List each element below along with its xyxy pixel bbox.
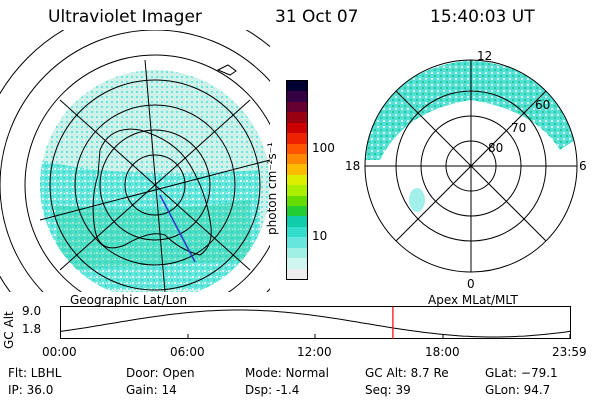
colorbar-tick-10: 10 — [312, 229, 328, 243]
timeline-ytick-low: 1.8 — [22, 322, 42, 336]
colorbar-band — [287, 101, 307, 113]
date-label: 31 Oct 07 — [275, 7, 359, 27]
colorbar-band — [287, 143, 307, 154]
timeline-frame — [60, 306, 571, 339]
timeline-ylabel: GC Alt — [2, 311, 16, 349]
colorbar-band — [287, 216, 307, 227]
filter-info: Flt: LBHL — [8, 366, 62, 380]
colorbar-band — [287, 91, 307, 102]
geographic-caption: Geographic Lat/Lon — [70, 293, 188, 307]
door-info: Door: Open — [126, 366, 195, 380]
colorbar-band — [287, 174, 307, 186]
glon-info: GLon: 94.7 — [485, 383, 551, 397]
colorbar-band — [287, 226, 307, 238]
mlt-label-top: 12 — [477, 49, 492, 63]
timeline-xtick-1: 06:00 — [170, 345, 205, 359]
instrument-title: Ultraviolet Imager — [48, 7, 202, 27]
time-label: 15:40:03 UT — [430, 7, 535, 27]
colorbar-band — [287, 164, 307, 175]
colorbar-band — [287, 133, 307, 144]
timeline-xtick-3: 18:00 — [425, 345, 460, 359]
gain-info: Gain: 14 — [126, 383, 177, 397]
seq-info: Seq: 39 — [365, 383, 411, 397]
timeline-xtick-2: 12:00 — [297, 345, 332, 359]
lat-label-80: 80 — [488, 141, 503, 155]
colorbar-band — [287, 258, 307, 269]
timeline-ytick-high: 9.0 — [22, 304, 42, 318]
magnetic-map: 12 18 6 0 60 70 80 — [345, 49, 587, 291]
aurora-image-geographic — [40, 70, 270, 292]
colorbar-band — [287, 247, 307, 259]
colorbar-band — [287, 112, 307, 123]
colorbar-band — [287, 122, 307, 134]
geographic-grid — [0, 30, 270, 292]
timeline-xtick-0: 00:00 — [42, 345, 77, 359]
dsp-info: Dsp: -1.4 — [245, 383, 300, 397]
mlt-label-right: 6 — [579, 159, 587, 173]
spacecraft-direction — [159, 194, 196, 263]
colorbar-band — [287, 195, 307, 207]
altitude-curve — [60, 309, 571, 338]
colorbar-band — [287, 268, 307, 280]
altitude-timeline — [60, 306, 571, 339]
colorbar-unit-label: photon cm⁻²s⁻¹ — [265, 142, 279, 235]
mode-info: Mode: Normal — [245, 366, 329, 380]
colorbar-band — [287, 81, 307, 92]
lat-label-60: 60 — [535, 98, 550, 112]
aurora-image-magnetic — [365, 60, 575, 212]
coastline — [92, 128, 212, 256]
mlt-label-bottom: 0 — [467, 277, 475, 291]
gc-alt-info: GC Alt: 8.7 Re — [365, 366, 449, 380]
timeline-ticks — [60, 334, 571, 339]
mlt-label-left: 18 — [345, 159, 360, 173]
glat-info: GLat: −79.1 — [485, 366, 558, 380]
colorbar-tick-100: 100 — [312, 141, 335, 155]
colorbar-band — [287, 185, 307, 196]
geographic-map — [0, 30, 270, 292]
colorbar — [286, 80, 308, 280]
island-outline — [216, 64, 237, 76]
magnetic-caption: Apex MLat/MLT — [428, 293, 518, 307]
timeline-xtick-4: 23:59 — [552, 345, 587, 359]
colorbar-band — [287, 206, 307, 217]
colorbar-band — [287, 237, 307, 248]
magnetic-grid — [364, 59, 578, 273]
lat-label-70: 70 — [511, 121, 526, 135]
colorbar-band — [287, 153, 307, 165]
ip-info: IP: 36.0 — [8, 383, 54, 397]
